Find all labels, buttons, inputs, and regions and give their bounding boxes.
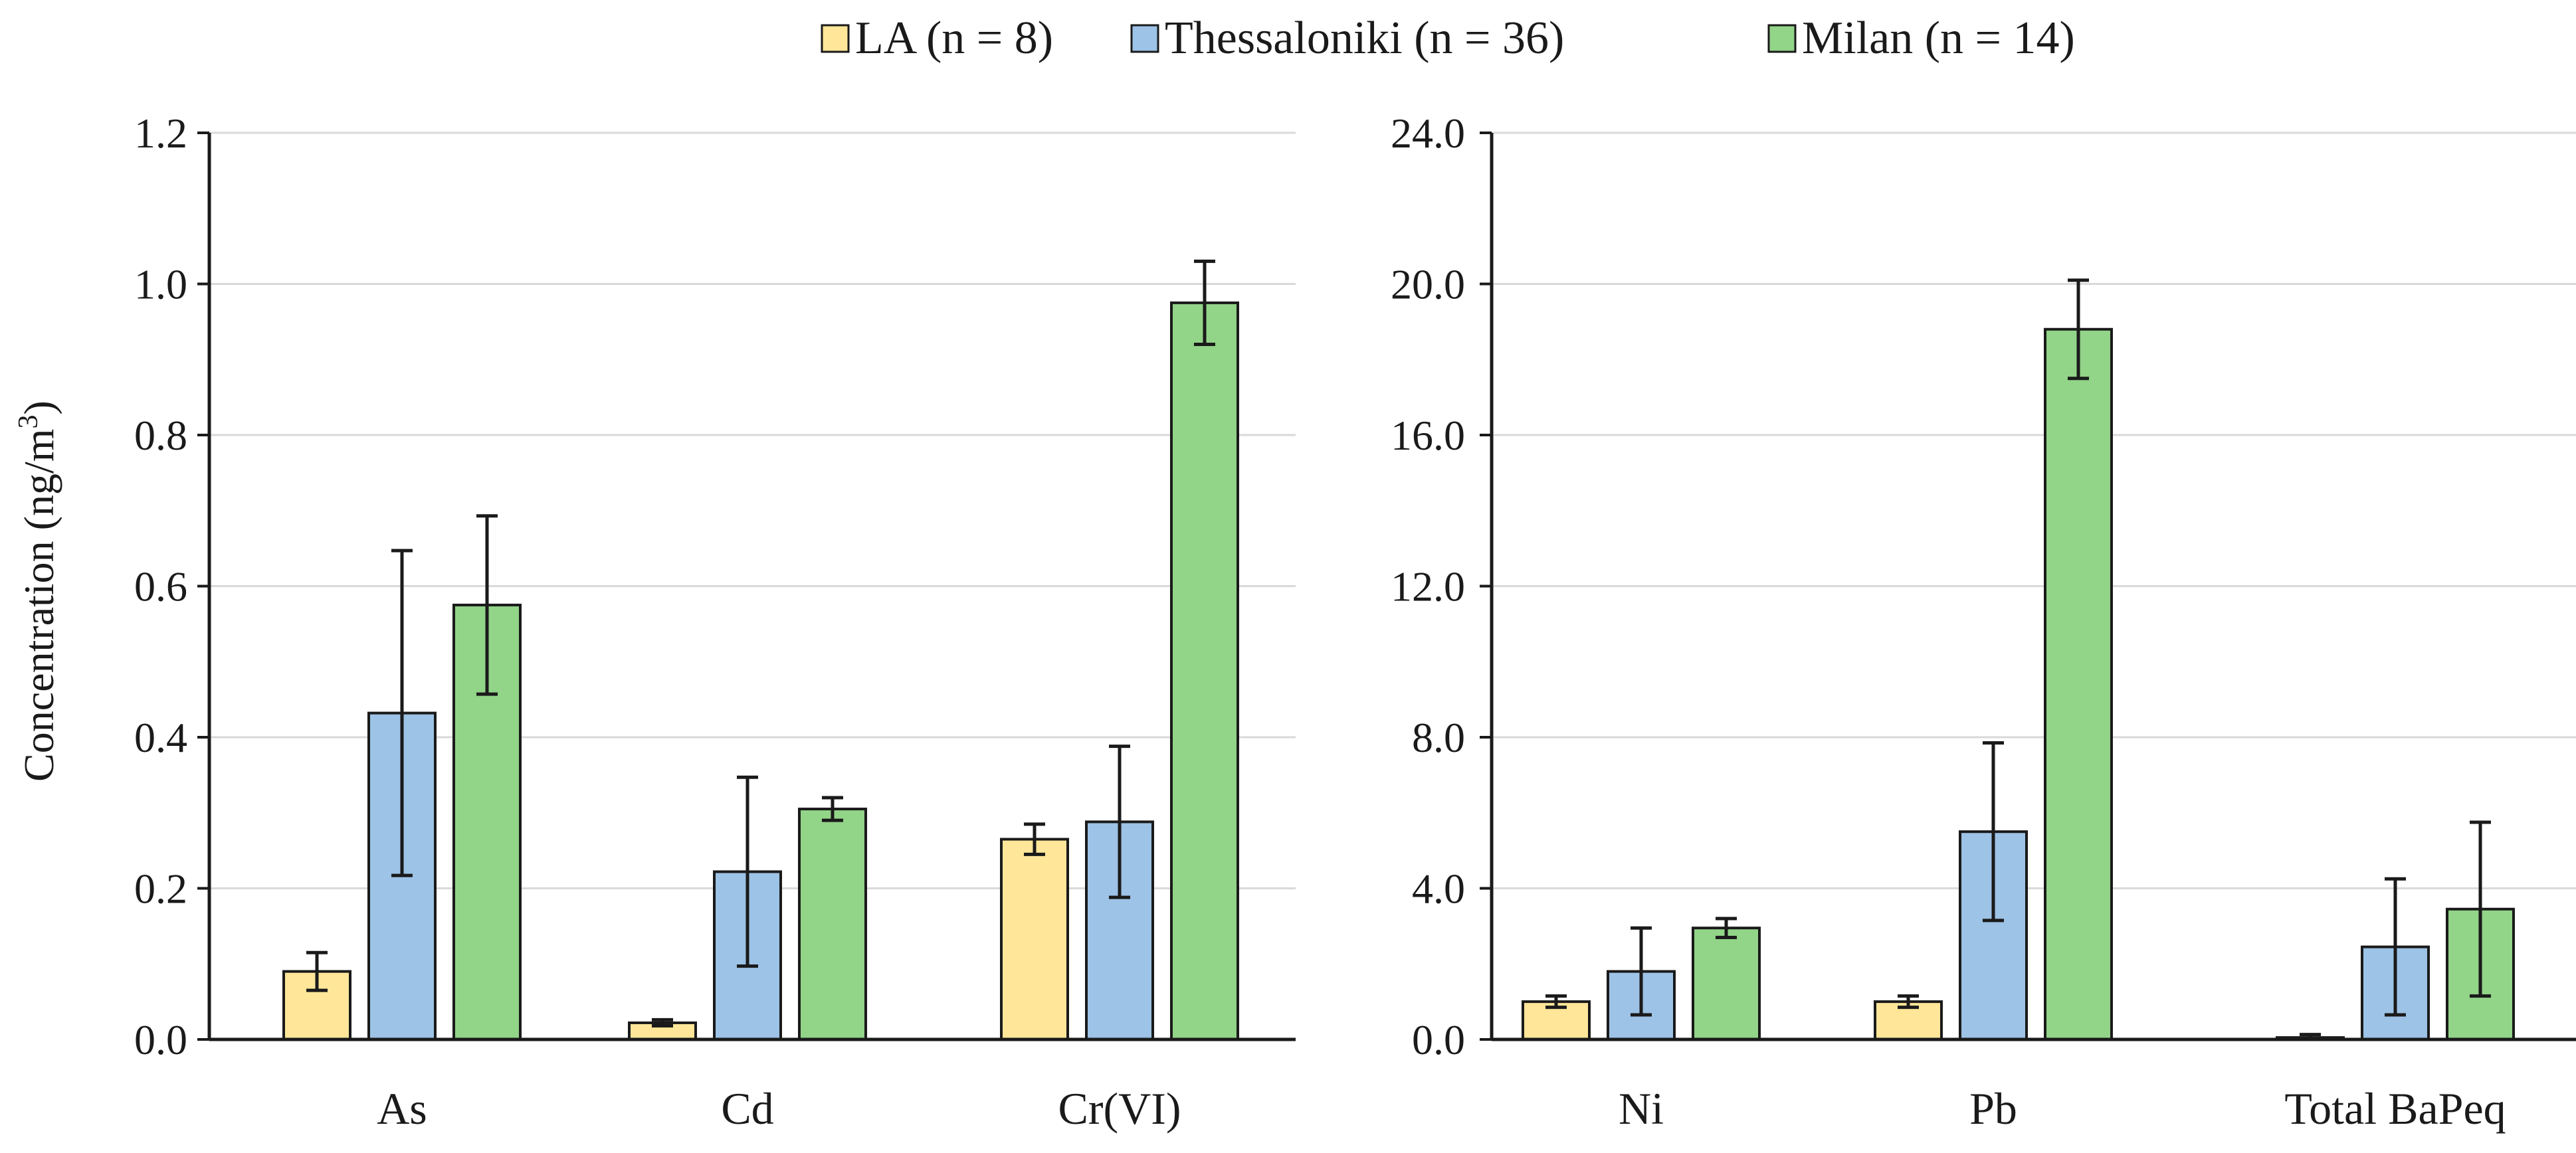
x-category-label-cr-vi: Cr(VI)	[1058, 1083, 1181, 1134]
x-category-label-total-bapeq: Total BaPeq	[2284, 1083, 2506, 1134]
legend: LA (n = 8) Thessaloniki (n = 36) Milan (n …	[821, 13, 2075, 64]
y-tick-label: 0.2	[134, 865, 187, 913]
y-tick-label: 0.4	[134, 714, 187, 761]
y-tick-label: 16.0	[1391, 412, 1465, 459]
x-category-label-cd: Cd	[721, 1083, 773, 1134]
legend-swatch-thessaloniki	[1130, 24, 1159, 53]
y-axis-label: Concentration (ng/m3)	[13, 400, 62, 782]
x-category-label-pb: Pb	[1969, 1083, 2017, 1134]
y-tick-label: 24.0	[1391, 110, 1465, 157]
bar-milan-cr-vi	[1170, 301, 1239, 1041]
legend-swatch-milan	[1767, 24, 1797, 53]
legend-label-thessaloniki: Thessaloniki (n = 36)	[1165, 13, 1564, 64]
x-category-label-ni: Ni	[1619, 1083, 1664, 1134]
y-tick-label: 1.0	[134, 261, 187, 308]
y-tick-label: 20.0	[1391, 261, 1465, 308]
bar-milan-cd	[798, 808, 867, 1041]
bar-milan-ni	[1692, 927, 1761, 1041]
bar-la-as	[282, 970, 351, 1041]
legend-label-milan: Milan (n = 14)	[1802, 13, 2075, 64]
chart-panel-left: 0.0 0.2 0.4 0.6 0.8 1.0 1.2 As Cd Cr(VI)	[134, 110, 1296, 1134]
bar-la-cr-vi	[1000, 838, 1069, 1041]
y-tick-label: 12.0	[1391, 563, 1465, 610]
y-tick-label: 0.0	[1412, 1016, 1465, 1063]
y-tick-label: 4.0	[1412, 865, 1465, 913]
chart-panel-right: 0.0 4.0 8.0 12.0 16.0 20.0 24.0 Ni Pb Total BaPeq	[1391, 110, 2576, 1134]
y-tick-label: 0.6	[134, 563, 187, 610]
y-tick-label: 8.0	[1412, 714, 1465, 761]
y-tick-label: 0.8	[134, 412, 187, 459]
bar-milan-pb	[2044, 327, 2113, 1041]
y-axis-label-superscript: 3	[13, 414, 44, 428]
legend-label-la: LA (n = 8)	[855, 13, 1053, 64]
legend-swatch-la	[821, 24, 850, 53]
x-category-label-as: As	[377, 1083, 427, 1134]
y-tick-label: 1.2	[134, 110, 187, 157]
y-tick-label: 0.0	[134, 1016, 187, 1063]
